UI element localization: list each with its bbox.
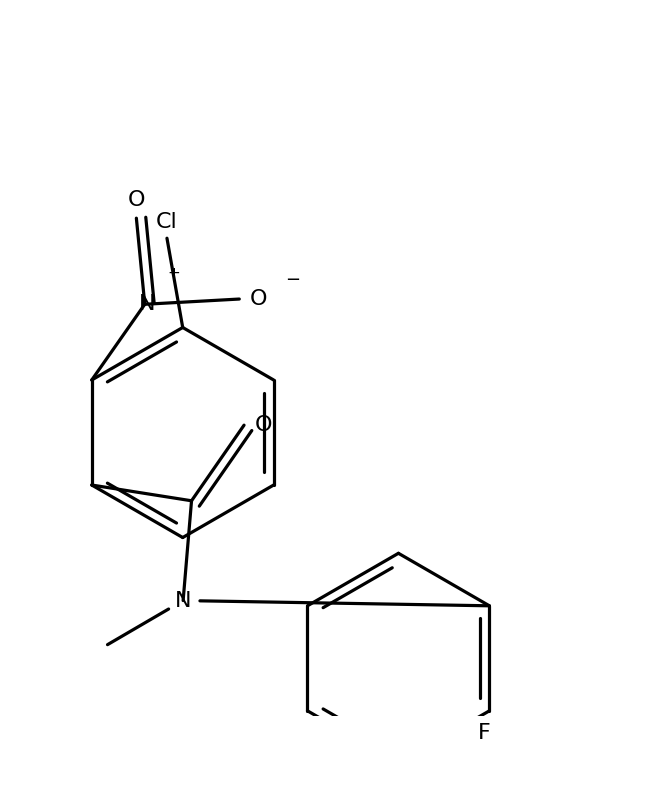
Text: O: O [255, 415, 272, 435]
Text: F: F [478, 723, 490, 743]
Text: N: N [139, 294, 155, 314]
Text: +: + [168, 266, 181, 282]
Text: N: N [175, 590, 192, 610]
Text: O: O [127, 190, 145, 210]
Text: −: − [285, 271, 301, 290]
Text: O: O [250, 289, 267, 309]
Text: Cl: Cl [156, 212, 178, 232]
